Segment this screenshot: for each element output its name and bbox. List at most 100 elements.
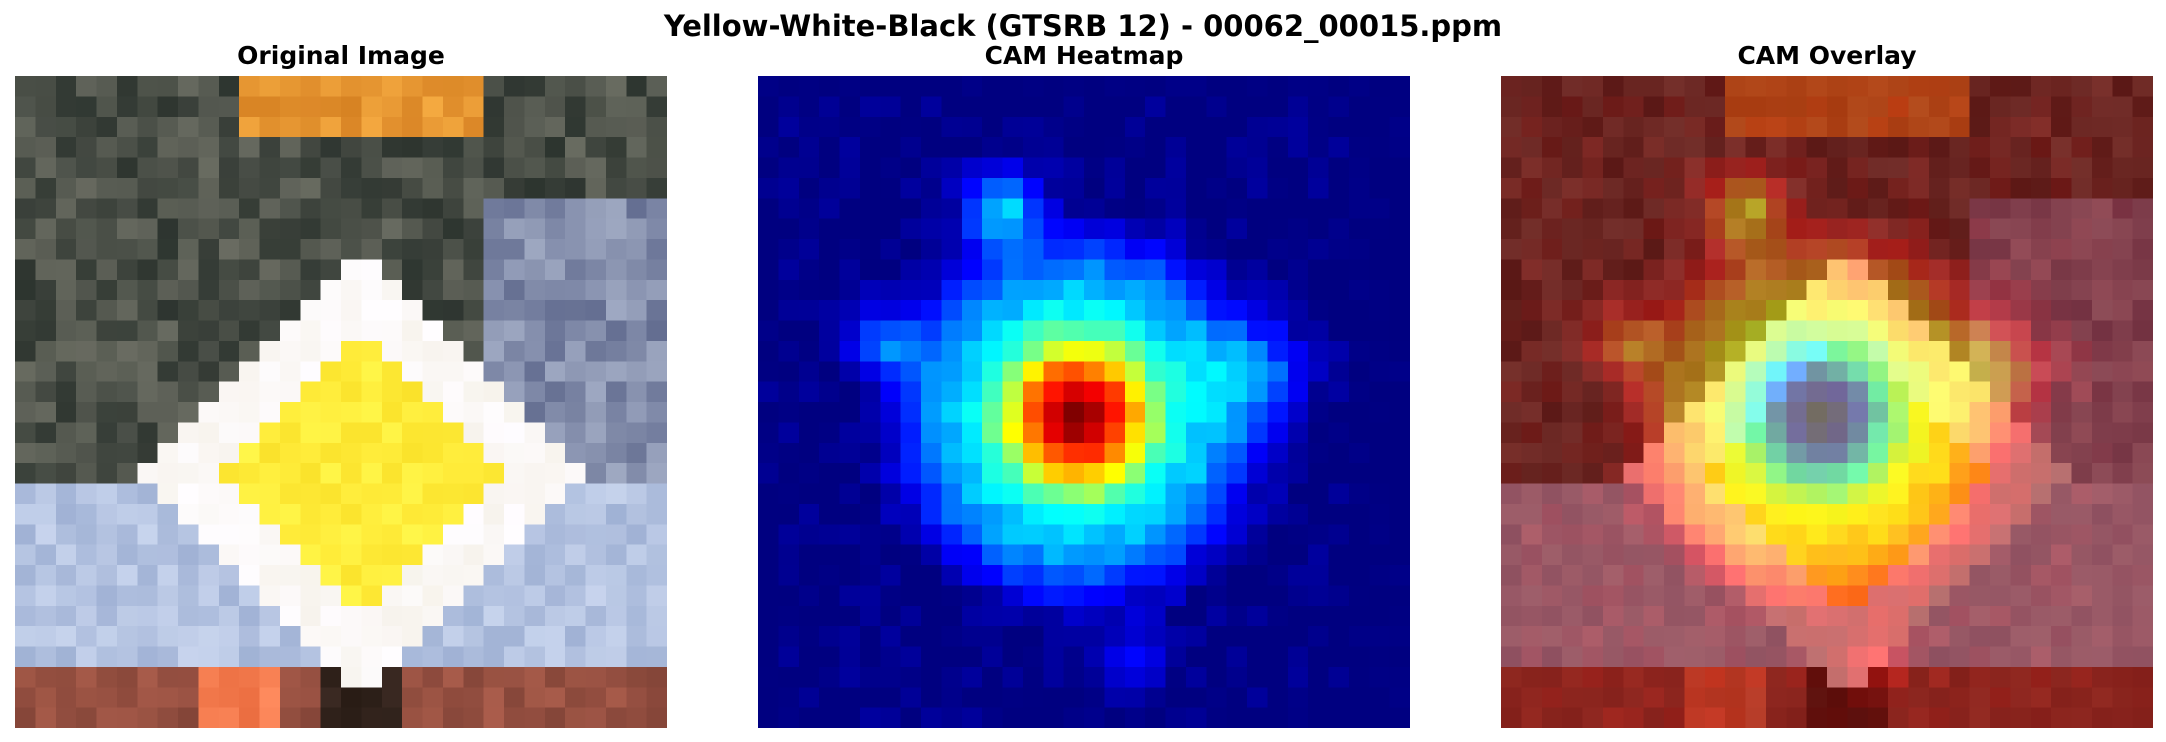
original-pixel: [198, 666, 220, 688]
original-pixel: [422, 605, 444, 627]
heatmap-pixel: [1002, 381, 1024, 403]
overlay-pixel: [1765, 422, 1787, 444]
heatmap-pixel: [859, 503, 881, 525]
heatmap-pixel: [1165, 218, 1187, 240]
heatmap-pixel: [1206, 442, 1228, 464]
original-pixel: [76, 198, 97, 220]
original-pixel: [381, 96, 403, 118]
overlay-pixel: [1827, 259, 1848, 281]
overlay-pixel: [2132, 381, 2153, 403]
overlay-pixel: [1928, 544, 1950, 566]
heatmap-pixel: [859, 96, 881, 118]
heatmap-pixel: [1247, 137, 1268, 158]
overlay-pixel: [1684, 320, 1706, 342]
heatmap-pixel: [961, 76, 983, 97]
original-pixel: [646, 361, 667, 383]
heatmap-pixel: [839, 666, 861, 688]
heatmap-pixel: [1287, 687, 1309, 709]
original-pixel: [565, 687, 586, 709]
heatmap-pixel: [1389, 177, 1410, 199]
original-pixel: [504, 361, 525, 383]
heatmap-pixel: [778, 463, 800, 484]
heatmap-pixel: [1267, 565, 1289, 586]
heatmap-pixel: [1348, 422, 1370, 444]
original-pixel: [402, 340, 423, 362]
overlay-pixel: [2091, 483, 2113, 505]
heatmap-pixel: [900, 442, 922, 464]
original-pixel: [626, 463, 648, 484]
original-pixel: [381, 116, 403, 138]
original-pixel: [341, 503, 362, 525]
overlay-pixel: [1888, 177, 1909, 199]
heatmap-pixel: [798, 116, 820, 138]
heatmap-pixel: [778, 361, 800, 383]
overlay-pixel: [1949, 422, 1971, 444]
original-pixel: [116, 279, 138, 301]
overlay-pixel: [1623, 116, 1645, 138]
overlay-pixel: [2010, 137, 2032, 158]
overlay-pixel: [1806, 503, 1828, 525]
heatmap-pixel: [1287, 442, 1309, 464]
original-pixel: [483, 565, 505, 586]
heatmap-pixel: [1165, 524, 1187, 546]
overlay-pixel: [1704, 687, 1726, 709]
original-pixel: [218, 157, 240, 179]
overlay-pixel: [1786, 707, 1808, 728]
heatmap-pixel: [819, 463, 840, 484]
original-pixel: [361, 340, 383, 362]
original-pixel: [585, 565, 607, 586]
heatmap-pixel: [1022, 279, 1044, 301]
overlay-pixel: [1969, 422, 1991, 444]
heatmap-pixel: [900, 157, 922, 179]
overlay-pixel: [1908, 300, 1930, 321]
heatmap-pixel: [900, 340, 922, 362]
heatmap-pixel: [900, 707, 922, 728]
original-pixel: [605, 198, 627, 220]
original-pixel: [524, 626, 546, 647]
original-pixel: [442, 259, 464, 281]
heatmap-pixel: [1022, 76, 1044, 97]
overlay-pixel: [1990, 524, 2011, 546]
heatmap-pixel: [921, 422, 942, 444]
original-pixel: [178, 544, 199, 566]
original-pixel: [116, 96, 138, 118]
original-pixel: [544, 605, 566, 627]
heatmap-pixel: [1348, 483, 1370, 505]
original-pixel: [15, 76, 36, 97]
original-pixel: [605, 218, 627, 240]
original-pixel: [116, 422, 138, 444]
original-pixel: [565, 116, 586, 138]
original-pixel: [361, 422, 383, 444]
original-pixel: [55, 565, 77, 586]
overlay-pixel: [1827, 605, 1848, 627]
overlay-pixel: [1623, 666, 1645, 688]
original-pixel: [218, 300, 240, 321]
heatmap-pixel: [1287, 218, 1309, 240]
heatmap-pixel: [819, 687, 840, 709]
overlay-pixel: [1990, 239, 2011, 260]
heatmap-pixel: [1084, 442, 1105, 464]
overlay-pixel: [1602, 524, 1624, 546]
heatmap-pixel: [1104, 381, 1126, 403]
overlay-pixel: [2051, 585, 2072, 607]
original-pixel: [76, 177, 97, 199]
original-pixel: [239, 381, 260, 403]
heatmap-pixel: [1124, 442, 1146, 464]
overlay-pixel: [1643, 116, 1665, 138]
overlay-pixel: [1562, 483, 1583, 505]
heatmap-pixel: [859, 320, 881, 342]
original-pixel: [585, 218, 607, 240]
original-pixel: [55, 198, 77, 220]
overlay-pixel: [1501, 646, 1522, 668]
overlay-pixel: [1623, 626, 1645, 647]
overlay-pixel: [1990, 340, 2011, 362]
original-pixel: [504, 585, 525, 607]
original-pixel: [116, 442, 138, 464]
original-pixel: [524, 442, 546, 464]
original-pixel: [279, 544, 301, 566]
original-pixel: [463, 116, 485, 138]
heatmap-pixel: [1389, 687, 1410, 709]
heatmap-pixel: [961, 503, 983, 525]
original-pixel: [239, 605, 260, 627]
heatmap-pixel: [1145, 361, 1166, 383]
